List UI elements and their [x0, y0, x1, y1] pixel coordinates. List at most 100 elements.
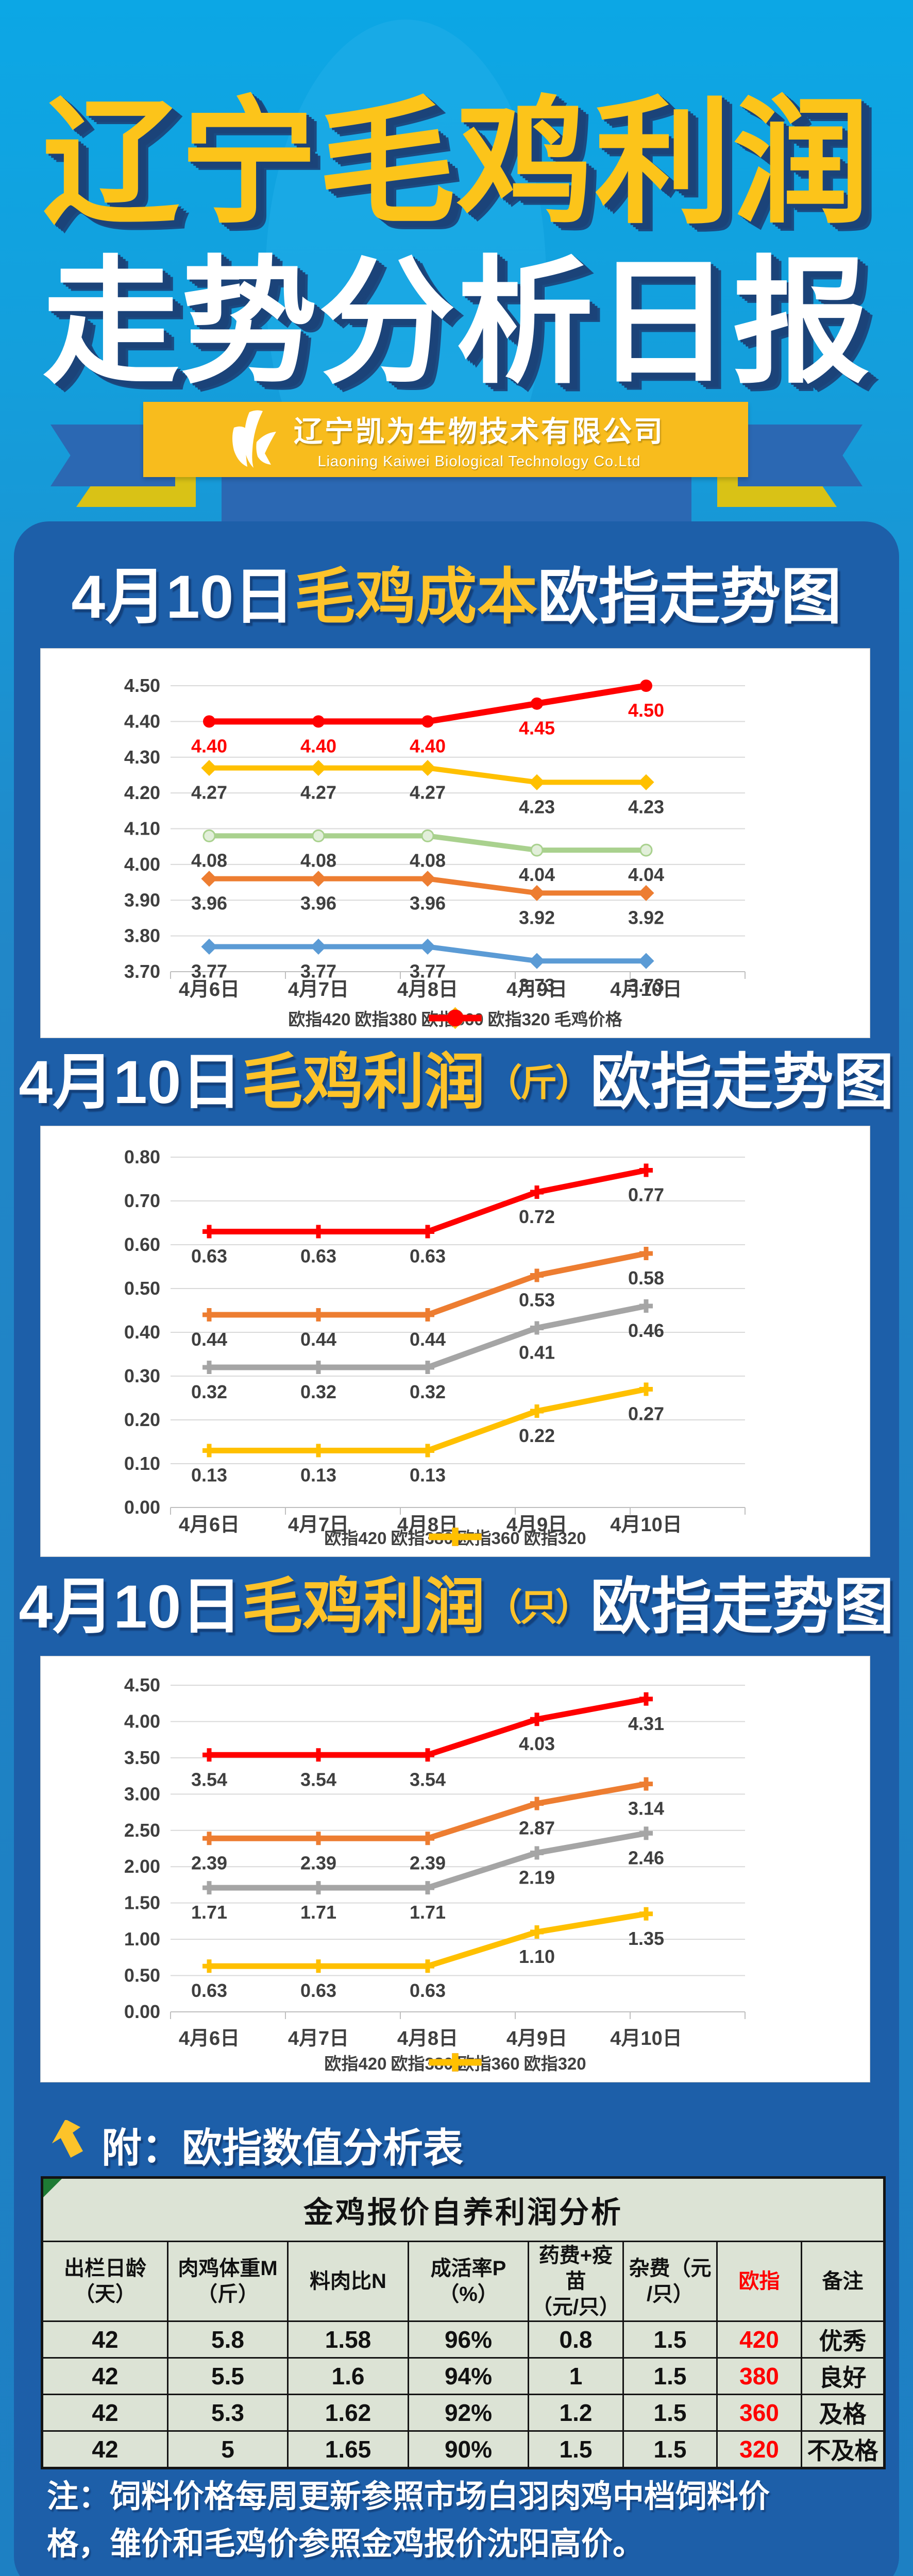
svg-text:4月7日: 4月7日	[288, 1514, 349, 1536]
svg-text:0.00: 0.00	[124, 1497, 160, 1518]
table-cell: 5	[167, 2430, 289, 2469]
legend-label: 欧指420	[288, 1010, 351, 1029]
svg-text:3.70: 3.70	[124, 961, 160, 982]
svg-text:4.50: 4.50	[628, 700, 664, 721]
profit-per-bird-chart-card: 4.50 4.00 3.50 3.00 2.50 2.00 1.50 1.00 0.50 0.00…	[40, 1656, 870, 2082]
section-title-cost: 4月10日毛鸡成本欧指走势图	[71, 563, 842, 631]
legend-label: 欧指320	[523, 2054, 586, 2073]
table-cell: 94%	[408, 2357, 529, 2395]
table-cell: 1.65	[287, 2430, 409, 2469]
chart-legend: 欧指420 欧指380 欧指360 欧指320	[41, 1524, 870, 1549]
svg-text:0.53: 0.53	[519, 1290, 555, 1311]
profit-per-jin-chart-card: 0.80 0.70 0.60 0.50 0.40 0.30 0.20 0.10 0.00 4月6日…	[40, 1126, 870, 1557]
svg-text:3.92: 3.92	[628, 907, 664, 928]
svg-text:3.14: 3.14	[628, 1798, 664, 1819]
table-row: 42 5.8 1.58 96% 0.8 1.5 420 优秀	[41, 2320, 886, 2359]
legend-label: 欧指320	[487, 1010, 550, 1029]
table-cell: 360	[716, 2394, 802, 2432]
table-cell: 42	[41, 2394, 168, 2432]
svg-text:0.72: 0.72	[519, 1206, 555, 1227]
table-header-cell: 出栏日龄 （天）	[41, 2241, 168, 2322]
section-title-profit-zhi: 4月10日毛鸡利润（只）欧指走势图	[19, 1573, 894, 1641]
svg-text:4.08: 4.08	[191, 850, 227, 871]
svg-text:1.10: 1.10	[519, 1946, 555, 1967]
svg-text:3.77: 3.77	[191, 960, 227, 981]
svg-text:4.27: 4.27	[191, 782, 227, 803]
svg-text:4月8日: 4月8日	[397, 1514, 458, 1536]
table-header-cell: 料肉比N	[287, 2241, 409, 2322]
svg-text:4.31: 4.31	[628, 1713, 664, 1734]
table-cell: 良好	[800, 2357, 886, 2395]
legend-marker-icon	[429, 1528, 482, 1546]
svg-text:3.54: 3.54	[191, 1769, 227, 1790]
svg-text:4.50: 4.50	[124, 1674, 160, 1696]
svg-text:2.39: 2.39	[410, 1852, 446, 1873]
table-cell: 1.5	[622, 2357, 718, 2395]
table-cell: 1.5	[622, 2430, 718, 2469]
svg-text:0.58: 0.58	[628, 1267, 664, 1289]
svg-text:3.80: 3.80	[124, 925, 160, 946]
table-cell: 5.5	[167, 2357, 289, 2395]
svg-text:1.35: 1.35	[628, 1928, 664, 1949]
svg-text:0.60: 0.60	[124, 1234, 160, 1255]
analysis-heading-row: 附：欧指数值分析表	[44, 2116, 463, 2174]
svg-text:3.96: 3.96	[410, 893, 446, 914]
table-cell: 1.2	[528, 2394, 624, 2432]
svg-text:0.00: 0.00	[124, 2001, 160, 2022]
cost-index-chart-card: 4.50 4.40 4.30 4.20 4.10 4.00 3.90 3.80 3.70 4月6日…	[40, 648, 870, 1038]
table-header-cell: 杂费（元 /只）	[622, 2241, 718, 2322]
svg-text:0.27: 0.27	[628, 1403, 664, 1425]
svg-text:3.77: 3.77	[300, 960, 336, 981]
svg-text:0.80: 0.80	[124, 1146, 160, 1167]
table-cell: 1.5	[622, 2394, 718, 2432]
table-cell: 1.58	[287, 2320, 409, 2359]
report-panel: 4月10日毛鸡成本欧指走势图 4.50 4.40 4.30 4.20 4.10 4.00 3…	[14, 521, 899, 2576]
svg-text:4.08: 4.08	[410, 850, 446, 871]
svg-text:4.40: 4.40	[191, 735, 227, 756]
legend-marker-icon	[429, 1009, 482, 1027]
svg-text:0.70: 0.70	[124, 1190, 160, 1211]
svg-text:3.96: 3.96	[191, 893, 227, 914]
table-cell: 90%	[408, 2430, 529, 2469]
table-row: 42 5 1.65 90% 1.5 1.5 320 不及格	[41, 2430, 886, 2469]
svg-text:0.63: 0.63	[191, 1980, 227, 2001]
table-header-cell: 欧指	[716, 2241, 802, 2322]
table-header-cell: 药费+疫苗 （元/只）	[528, 2241, 624, 2322]
section-title-profit-jin: 4月10日毛鸡利润（斤）欧指走势图	[19, 1048, 894, 1116]
svg-text:2.39: 2.39	[191, 1852, 227, 1873]
table-cell: 5.8	[167, 2320, 289, 2359]
svg-text:4.20: 4.20	[124, 782, 160, 803]
legend-label: 欧指320	[523, 1529, 586, 1548]
svg-text:4.08: 4.08	[300, 850, 336, 871]
table-cell: 优秀	[800, 2320, 886, 2359]
svg-text:0.77: 0.77	[628, 1184, 664, 1206]
table-cell: 0.8	[528, 2320, 624, 2359]
svg-text:0.20: 0.20	[124, 1409, 160, 1430]
poster-title-line1: 辽宁毛鸡利润	[42, 87, 871, 240]
table-cell: 320	[716, 2430, 802, 2469]
svg-text:4.45: 4.45	[519, 718, 555, 739]
svg-text:2.87: 2.87	[519, 1818, 555, 1839]
svg-text:4月8日: 4月8日	[397, 979, 458, 1001]
svg-text:3.96: 3.96	[300, 893, 336, 914]
svg-text:4.00: 4.00	[124, 854, 160, 875]
svg-text:0.22: 0.22	[519, 1425, 555, 1446]
table-cell: 1.62	[287, 2394, 409, 2432]
svg-text:4月10日: 4月10日	[610, 979, 682, 1001]
svg-text:0.30: 0.30	[124, 1365, 160, 1386]
svg-text:4.10: 4.10	[124, 818, 160, 839]
legend-marker-icon	[429, 2053, 482, 2072]
svg-text:4.40: 4.40	[300, 735, 336, 756]
svg-text:4.04: 4.04	[628, 864, 664, 885]
legend-item: 欧指320	[429, 2050, 586, 2075]
svg-text:4月6日: 4月6日	[179, 2028, 240, 2049]
note-text: 注：饲料价格每周更新参照市场白羽肉鸡中档饲料价格，雏价和毛鸡价参照金鸡报价沈阳高…	[47, 2479, 770, 2561]
analysis-heading: 附：欧指数值分析表	[102, 2125, 464, 2171]
svg-text:1.50: 1.50	[124, 1892, 160, 1913]
legend-item: 欧指320	[429, 1524, 586, 1549]
svg-text:0.13: 0.13	[300, 1465, 336, 1486]
bent-arrow-icon	[52, 2120, 83, 2158]
table-header-cell: 肉鸡体重M （斤）	[167, 2241, 289, 2322]
table-cell: 1.5	[528, 2430, 624, 2469]
svg-text:4.00: 4.00	[124, 1710, 160, 1732]
